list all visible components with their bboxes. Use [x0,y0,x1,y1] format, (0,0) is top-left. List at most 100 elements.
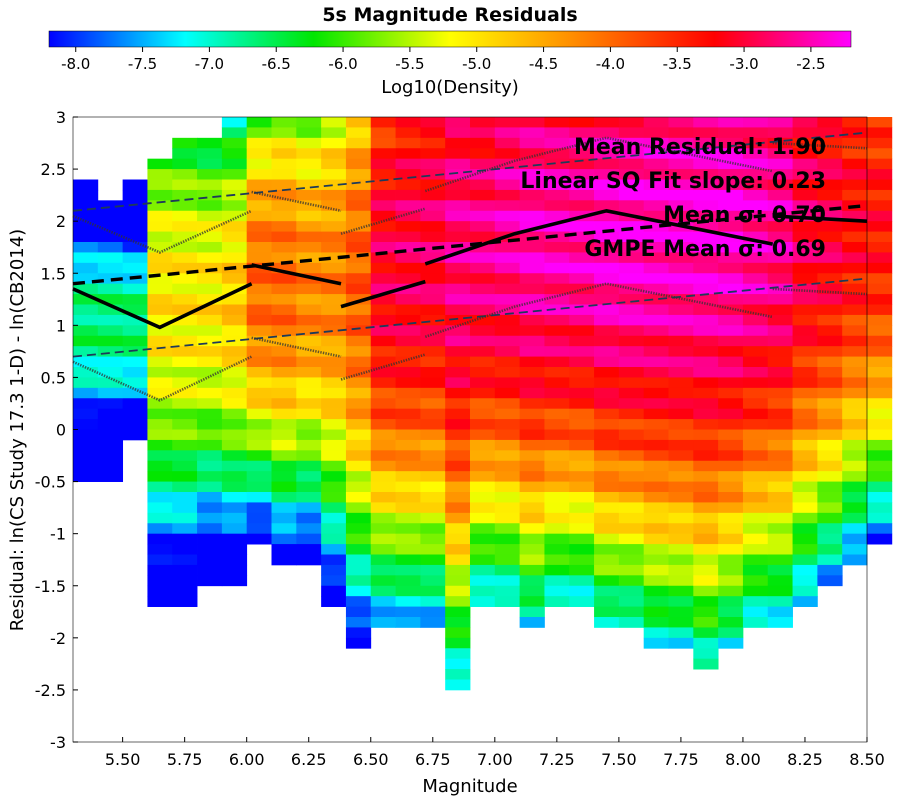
heatmap-cell [147,283,173,295]
heatmap-cell [420,304,446,316]
heatmap-cell [470,575,496,587]
heatmap-cell [842,387,868,399]
heatmap-cell [395,242,421,253]
heatmap-cell [817,189,843,201]
heatmap-cell [792,492,818,503]
stat-annotation: Linear SQ Fit slope: 0.23 [520,169,826,194]
heatmap-cell [147,398,173,410]
heatmap-cell [221,325,248,337]
heatmap-cell [345,596,372,607]
heatmap-cell [594,596,620,607]
heatmap-cell [172,210,198,222]
heatmap-cell [122,304,148,316]
heatmap-cell [370,210,396,222]
heatmap-cell [842,231,868,243]
heatmap-cell [296,481,322,493]
heatmap-cell [445,585,471,597]
heatmap-cell [420,533,446,545]
heatmap-cell [693,283,719,295]
heatmap-cell [321,283,347,295]
heatmap-cell [321,564,347,576]
heatmap-cell [147,481,173,493]
heatmap-cell [246,356,272,368]
heatmap-cell [345,137,372,149]
heatmap-cell [147,564,173,576]
heatmap-cell [519,346,545,357]
heatmap-cell [370,158,396,170]
heatmap-cell [73,460,99,472]
heatmap-cell [693,523,719,535]
heatmap-cell [420,294,446,305]
heatmap-cell [246,127,272,139]
heatmap-cell [420,231,446,243]
heatmap-cell [767,200,793,212]
heatmap-cell [445,648,471,660]
heatmap-cell [817,314,843,326]
heatmap-cell [221,429,248,441]
heatmap-cell [246,252,272,264]
heatmap-cell [345,294,372,305]
heatmap-cell [345,523,372,535]
heatmap-cell [494,148,521,160]
heatmap-cell [494,429,521,441]
heatmap-cell [569,439,595,451]
heatmap-cell [569,252,595,264]
heatmap-cell [569,304,595,316]
heatmap-cell [718,148,744,160]
heatmap-cell [420,398,446,410]
heatmap-cell [817,137,843,149]
heatmap-cell [420,169,446,180]
colorbar-tick-label: -3.0 [729,55,758,73]
heatmap-cells [73,117,893,691]
heatmap-cell [767,523,793,535]
heatmap-cell [792,335,818,347]
heatmap-cell [718,221,744,232]
heatmap-cell [172,564,198,576]
heatmap-cell [569,387,595,399]
heatmap-cell [321,419,347,430]
heatmap-cell [246,158,272,170]
heatmap-cell [345,564,372,576]
heatmap-cell [221,356,248,368]
heatmap-cell [519,221,545,232]
heatmap-cell [817,450,843,462]
heatmap-cell [271,169,297,180]
heatmap-cell [246,335,272,347]
colorbar-tick-label: -4.5 [529,55,558,73]
stat-annotation: Mean Residual: 1.90 [574,135,826,160]
heatmap-cell [345,481,372,493]
heatmap-cell [445,367,471,378]
heatmap-cell [271,283,297,295]
heatmap-cell [221,398,248,410]
heatmap-cell [544,387,570,399]
heatmap-cell [197,481,223,493]
heatmap-cell [445,294,471,305]
heatmap-cell [470,439,496,451]
series-line-dotted [424,282,773,339]
heatmap-cell [197,335,223,347]
heatmap-cell [370,544,396,555]
heatmap-cell [544,294,570,305]
heatmap-cell [618,408,645,420]
heatmap-cell [147,210,173,222]
heatmap-cell [817,502,843,514]
heatmap-cell [742,158,769,170]
heatmap-cell [569,575,595,587]
heatmap-cell [246,325,272,337]
y-tick-label: 1 [56,316,66,335]
heatmap-cell [420,408,446,420]
heatmap-cell [345,210,372,222]
heatmap-cell [122,398,148,410]
heatmap-cell [470,117,496,128]
heatmap-cell [519,481,545,493]
heatmap-cell [569,127,595,139]
heatmap-cell [296,200,322,212]
heatmap-cell [842,429,868,441]
heatmap-cell [470,367,496,378]
heatmap-cell [792,221,818,232]
heatmap-cell [73,189,99,201]
heatmap-cell [842,450,868,462]
heatmap-cell [817,471,843,482]
heatmap-cell [742,544,769,555]
heatmap-cell [668,564,694,576]
